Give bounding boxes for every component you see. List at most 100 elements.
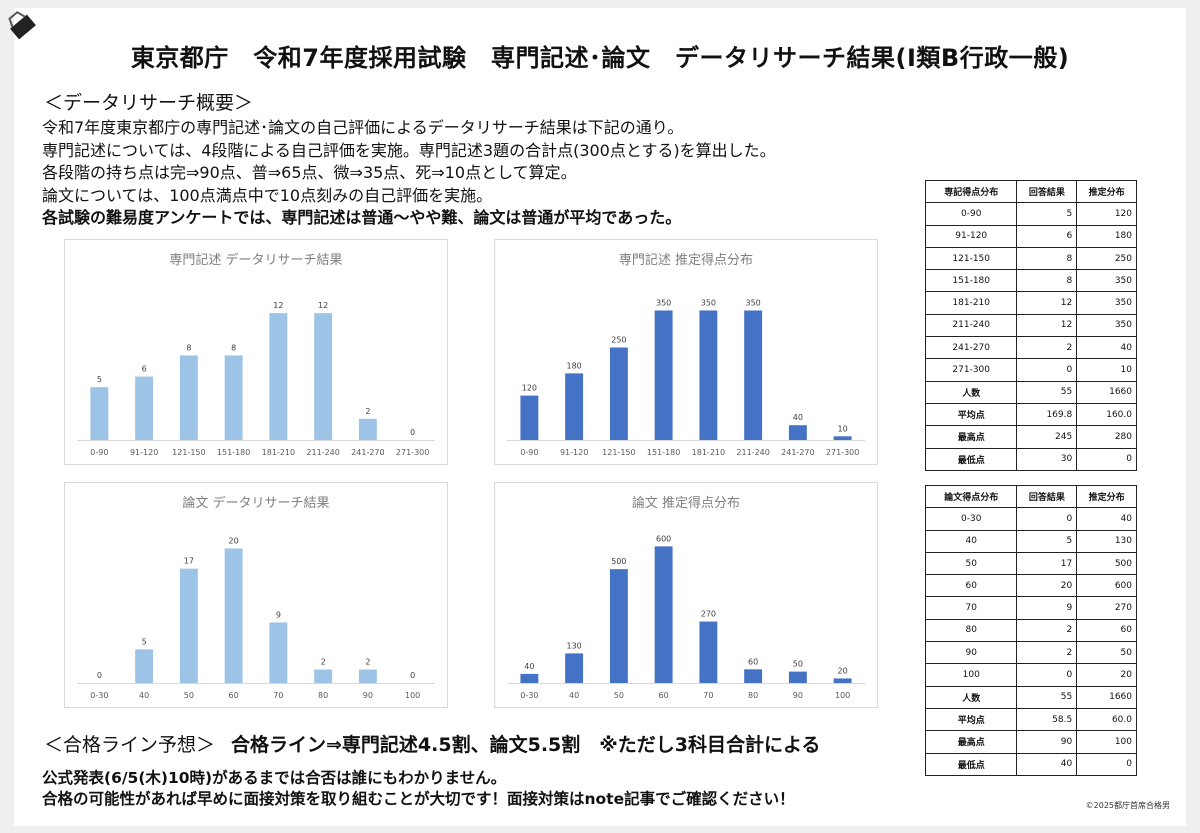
table-cell: 12 xyxy=(1016,291,1078,315)
data-label: 500 xyxy=(611,557,626,566)
tick-label: 271-300 xyxy=(826,448,859,457)
table-row: 121-150 8 250 xyxy=(924,246,1137,271)
data-label: 8 xyxy=(186,343,191,352)
summary-row: 人数 55 1660 xyxy=(924,685,1137,709)
summary-cell: 最低点 xyxy=(924,752,1018,776)
bar xyxy=(833,678,852,683)
tick-label: 181-210 xyxy=(262,448,295,457)
table-cell: 6 xyxy=(1016,224,1078,248)
table-cell: 90 xyxy=(924,641,1018,665)
bar xyxy=(833,436,852,440)
bar xyxy=(135,376,154,440)
tick-label: 70 xyxy=(273,691,283,700)
bar xyxy=(179,355,198,440)
summary-cell: 30 xyxy=(1016,447,1078,471)
table-cell: 100 xyxy=(924,663,1018,687)
summary-cell: 0 xyxy=(1076,752,1137,776)
data-label: 5 xyxy=(142,637,147,646)
summary-cell: 55 xyxy=(1016,380,1078,404)
table-cell: 500 xyxy=(1076,551,1137,576)
tick-label: 50 xyxy=(184,691,194,700)
table-cell: 8 xyxy=(1016,269,1078,293)
tick-label: 0-90 xyxy=(520,448,538,457)
table-cell: 0-90 xyxy=(924,202,1018,226)
table-row: 70 9 270 xyxy=(924,596,1137,620)
tick-label: 0-30 xyxy=(90,691,108,700)
table-cell: 50 xyxy=(924,551,1018,576)
table-cell: 181-210 xyxy=(924,291,1018,315)
tick-label: 181-210 xyxy=(692,448,725,457)
table-cell: 350 xyxy=(1076,291,1137,315)
summary-row: 最高点 90 100 xyxy=(924,730,1137,754)
table-cell: 2 xyxy=(1016,336,1078,360)
tick-label: 100 xyxy=(405,691,420,700)
bar xyxy=(699,621,718,683)
overview-line: 専門記述については、4段階による自己評価を実施。専門記述3題の合計点(300点と… xyxy=(42,140,776,160)
table-cell: 180 xyxy=(1076,224,1137,248)
pass-heading: ＜合格ライン予想＞ xyxy=(44,734,216,756)
pass-line-text: 合格ライン⇒専門記述4.5割、論文5.5割 ※ただし3科目合計による xyxy=(231,734,821,756)
table-cell: 0 xyxy=(1016,663,1078,687)
table-cell: 121-150 xyxy=(924,246,1018,271)
footer-line: 公式発表(6/5(木)10時)があるまでは合否は誰にもわかりません。 xyxy=(42,769,507,787)
bar xyxy=(269,313,288,440)
table-cell: 40 xyxy=(924,529,1018,553)
summary-cell: 最高点 xyxy=(924,425,1018,449)
tick-label: 151-180 xyxy=(217,448,250,457)
summary-row: 最低点 30 0 xyxy=(924,447,1137,471)
bar xyxy=(744,310,763,440)
data-label: 40 xyxy=(524,662,534,671)
bar xyxy=(699,310,718,440)
data-label: 40 xyxy=(793,413,803,422)
chart-title: 論文 推定得点分布 xyxy=(632,495,740,511)
overview-heading: ＜データリサーチ概要＞ xyxy=(44,92,254,114)
table-cell: 211-240 xyxy=(924,313,1018,338)
summary-cell: 160.0 xyxy=(1076,402,1137,427)
tick-label: 0-30 xyxy=(520,691,538,700)
tick-label: 271-300 xyxy=(396,448,429,457)
tick-label: 80 xyxy=(318,691,328,700)
summary-cell: 245 xyxy=(1016,425,1078,449)
table-cell: 5 xyxy=(1016,202,1078,226)
data-label: 9 xyxy=(276,610,281,619)
summary-cell: 55 xyxy=(1016,685,1078,709)
tick-label: 241-270 xyxy=(351,448,384,457)
bar xyxy=(269,622,288,683)
bar xyxy=(788,671,807,683)
data-label: 10 xyxy=(838,424,848,433)
data-label: 0 xyxy=(410,428,415,437)
table-cell: 151-180 xyxy=(924,269,1018,293)
overview-line: 各段階の持ち点は完⇒90点、普⇒65点、微⇒35点、死⇒10点として算定。 xyxy=(42,163,577,182)
table-header: 推定分布 xyxy=(1076,484,1137,509)
table-row: 211-240 12 350 xyxy=(924,313,1137,338)
table-cell: 91-120 xyxy=(924,224,1018,248)
table-cell: 5 xyxy=(1016,529,1078,553)
tick-label: 90 xyxy=(793,691,803,700)
table-cell: 9 xyxy=(1016,596,1078,620)
summary-cell: 40 xyxy=(1016,752,1078,776)
table-cell: 12 xyxy=(1016,313,1078,338)
table-header: 論文得点分布 xyxy=(924,484,1018,509)
overview-line: 論文については、100点満点中で10点刻みの自己評価を実施。 xyxy=(42,185,493,205)
tick-label: 151-180 xyxy=(647,448,680,457)
data-label: 20 xyxy=(229,536,239,545)
data-label: 600 xyxy=(656,534,671,543)
summary-cell: 平均点 xyxy=(924,707,1018,732)
table-cell: 271-300 xyxy=(924,358,1018,382)
table-cell: 0 xyxy=(1016,507,1078,531)
table-row: 40 5 130 xyxy=(924,529,1137,553)
table-cell: 70 xyxy=(924,596,1018,620)
data-label: 6 xyxy=(142,365,147,374)
chart-svg: 専門記述 データリサーチ結果 5 0-90 6 91-120 8 121-150 8 151-1… xyxy=(77,252,435,457)
table-row: 60 20 600 xyxy=(924,574,1137,598)
bar xyxy=(314,669,333,683)
tick-label: 121-150 xyxy=(602,448,635,457)
data-label: 350 xyxy=(745,299,760,308)
data-label: 2 xyxy=(321,658,326,667)
data-label: 12 xyxy=(273,301,283,310)
table-cell: 350 xyxy=(1076,313,1137,338)
tick-label: 70 xyxy=(703,691,713,700)
bar xyxy=(179,568,198,683)
bar xyxy=(788,425,807,440)
table-cell: 60 xyxy=(1076,618,1137,643)
